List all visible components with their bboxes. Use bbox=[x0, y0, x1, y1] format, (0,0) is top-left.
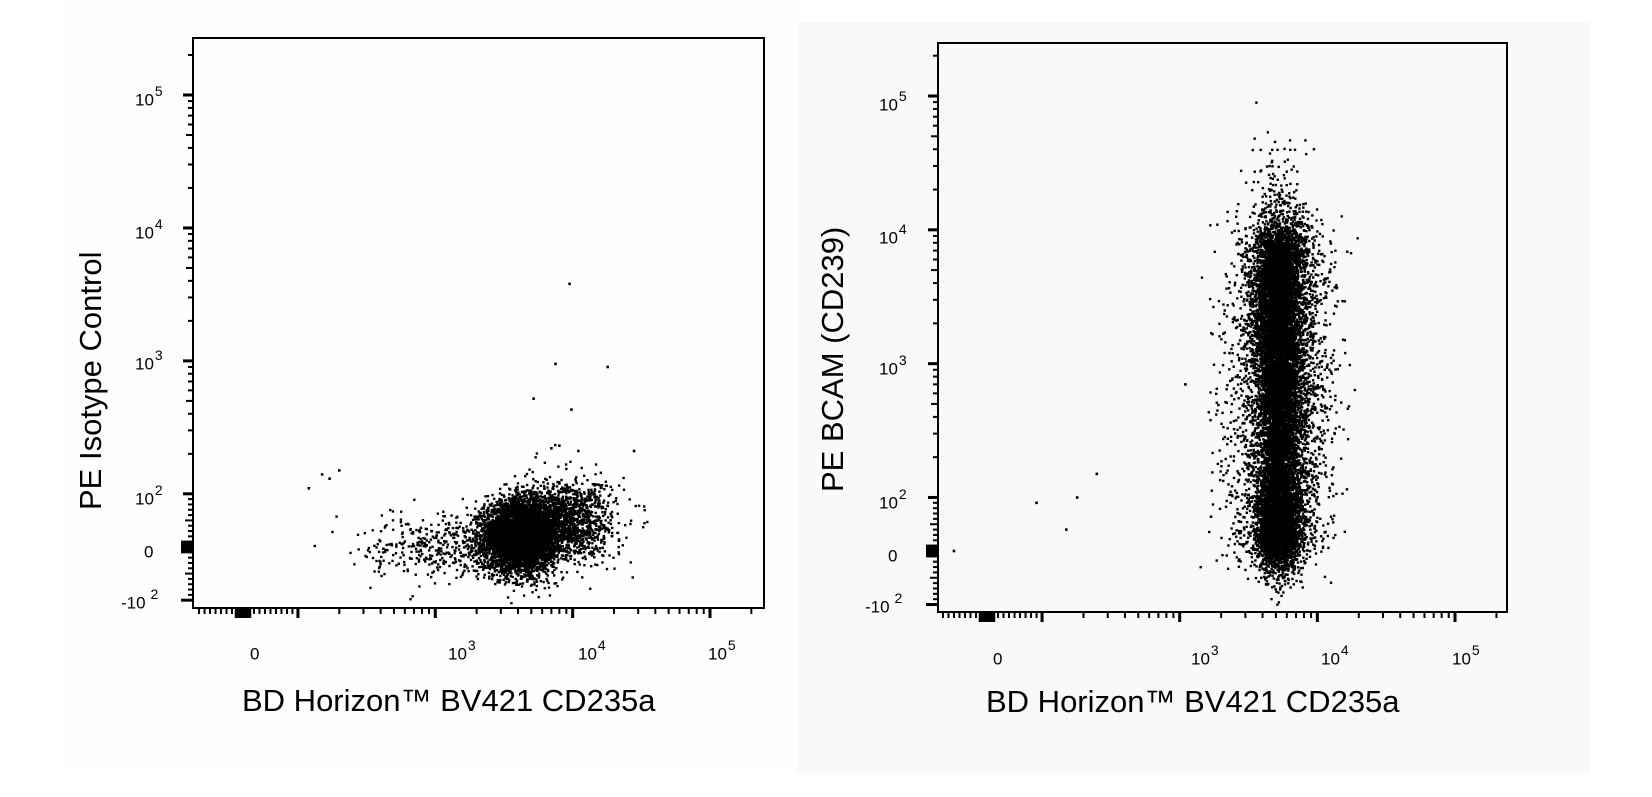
scatter-dots bbox=[307, 282, 649, 605]
right-ytick-1e4: 104 bbox=[879, 222, 907, 247]
y-axis-ticks bbox=[181, 53, 193, 602]
right-ytick-neg1e2: -10 2 bbox=[865, 591, 902, 616]
outlier-dot bbox=[558, 444, 561, 448]
outlier-dot bbox=[952, 549, 956, 553]
outlier-dot bbox=[570, 408, 573, 411]
right-xtick-1e4: 104 bbox=[1321, 643, 1349, 668]
left-ytick-neg1e2: -10 2 bbox=[121, 587, 158, 612]
right-ytick-1e3: 103 bbox=[879, 353, 907, 378]
left-ytick-1e4: 104 bbox=[135, 217, 163, 242]
outlier-dot bbox=[1064, 528, 1068, 531]
outlier-dot bbox=[1228, 351, 1231, 355]
y-axis-ticks bbox=[926, 54, 938, 607]
outlier-dot bbox=[1261, 208, 1264, 212]
x-axis-ticks bbox=[198, 608, 753, 618]
right-xtick-1e3: 103 bbox=[1191, 643, 1219, 668]
outlier-dot bbox=[328, 477, 331, 480]
left-ytick-0: 0 bbox=[144, 539, 154, 561]
outlier-dot bbox=[1095, 472, 1099, 476]
outlier-dot bbox=[1244, 342, 1247, 346]
outlier-dot bbox=[568, 282, 571, 286]
outlier-dot bbox=[1075, 496, 1079, 499]
left-xtick-1e3: 103 bbox=[448, 638, 476, 663]
x-axis-ticks bbox=[941, 612, 1498, 622]
left-scatter-plot bbox=[181, 37, 765, 618]
right-plot-panel: PE BCAM (CD239) 105 104 103 102 0 -10 2 … bbox=[797, 22, 1590, 773]
left-xtick-1e5: 105 bbox=[708, 638, 736, 663]
left-ytick-1e2: 102 bbox=[135, 483, 163, 508]
right-scatter-plot bbox=[926, 42, 1508, 622]
outlier-dot bbox=[320, 473, 324, 476]
left-y-axis-title: PE Isotype Control bbox=[73, 252, 109, 510]
right-y-axis-title: PE BCAM (CD239) bbox=[815, 227, 851, 492]
left-ytick-1e3: 103 bbox=[135, 348, 163, 373]
outlier-dot bbox=[606, 365, 610, 369]
outlier-dot bbox=[1035, 501, 1038, 505]
left-x-axis-title: BD Horizon™ BV421 CD235a bbox=[242, 683, 656, 719]
outlier-dot bbox=[577, 449, 580, 453]
scatter-dots bbox=[952, 101, 1359, 606]
left-plot-panel: PE Isotype Control 105 104 103 102 0 -10… bbox=[63, 0, 797, 772]
right-ytick-1e2: 102 bbox=[879, 487, 907, 512]
outlier-dot bbox=[532, 397, 535, 400]
right-xtick-1e5: 105 bbox=[1452, 643, 1480, 668]
outlier-dot bbox=[632, 449, 636, 453]
outlier-dot bbox=[550, 447, 553, 450]
left-xtick-0: 0 bbox=[250, 641, 260, 663]
left-ytick-1e5: 105 bbox=[135, 84, 163, 109]
outlier-dot bbox=[1184, 383, 1187, 386]
right-ytick-0: 0 bbox=[888, 543, 898, 565]
left-xtick-1e4: 104 bbox=[578, 638, 606, 663]
outlier-dot bbox=[307, 487, 311, 490]
outlier-dot bbox=[337, 469, 341, 472]
right-xtick-0: 0 bbox=[993, 646, 1003, 668]
right-x-axis-title: BD Horizon™ BV421 CD235a bbox=[986, 684, 1400, 720]
outlier-dot bbox=[554, 362, 557, 366]
right-ytick-1e5: 105 bbox=[879, 89, 907, 114]
